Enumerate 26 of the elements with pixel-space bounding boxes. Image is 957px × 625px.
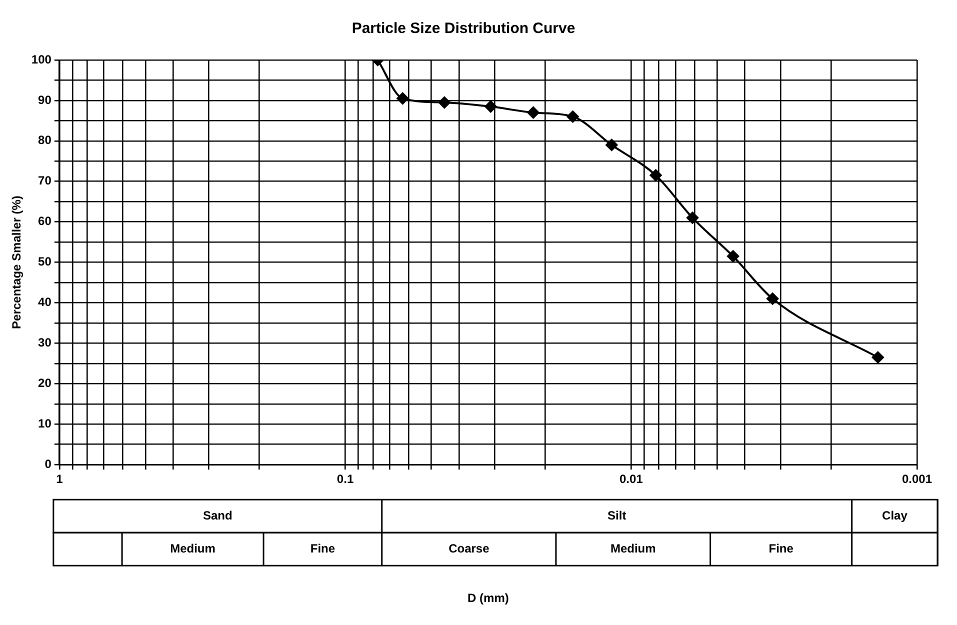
y-tick-label: 40 — [38, 295, 52, 310]
text: Silt — [608, 508, 626, 522]
text: Fine — [310, 541, 336, 556]
text: D (mm) — [468, 590, 509, 605]
x-tick-label: 1 — [56, 472, 64, 486]
x-tick-label: 0.1 — [336, 472, 354, 486]
y-tick-label: 0 — [44, 456, 52, 471]
y-tick-label: 20 — [38, 376, 52, 390]
y-axis-title: Percentage Smaller (%) — [10, 196, 24, 329]
x-tick-label: 0.001 — [902, 472, 932, 486]
text: Medium — [170, 541, 216, 556]
y-tick-label: 70 — [38, 174, 52, 188]
y-tick-label: 50 — [38, 254, 52, 269]
y-tick-label: 30 — [38, 336, 52, 350]
chart-title: Particle Size Distribution Curve — [352, 20, 576, 38]
text: Clay — [882, 508, 908, 522]
y-tick-label: 80 — [38, 133, 52, 148]
text: Coarse — [448, 541, 490, 556]
text: Fine — [768, 541, 794, 556]
text: Medium — [610, 541, 656, 556]
text: Sand — [202, 508, 232, 522]
x-tick-label: 0.01 — [619, 472, 644, 486]
y-tick-label: 10 — [38, 416, 52, 430]
y-tick-label: 100 — [31, 52, 52, 66]
y-tick-label: 90 — [38, 92, 52, 107]
y-tick-label: 60 — [38, 214, 52, 228]
